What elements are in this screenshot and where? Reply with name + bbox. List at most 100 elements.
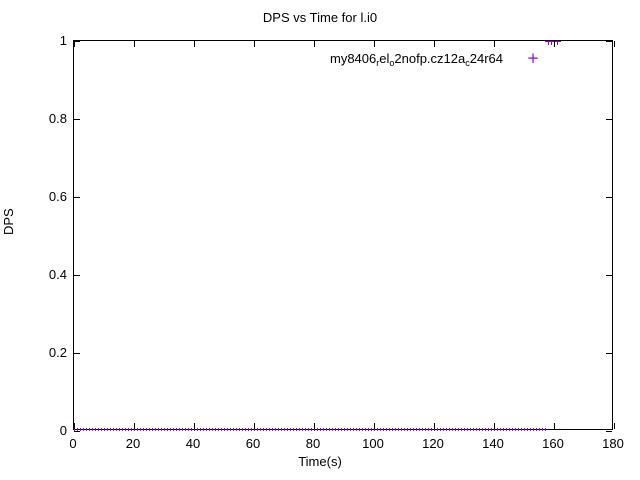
y-axis-tick: [74, 41, 80, 42]
data-point-marker: [481, 427, 489, 431]
legend-label-sub3: c: [465, 57, 470, 68]
data-point-marker: [124, 427, 132, 431]
data-point-marker: [322, 427, 330, 431]
data-point-marker: [142, 427, 150, 431]
data-point-marker: [265, 427, 273, 431]
x-axis-tick-label: 100: [362, 436, 384, 451]
y-axis-tick-right: [606, 275, 612, 276]
data-point-marker: [88, 427, 96, 431]
x-axis-tick-label: 180: [602, 436, 624, 451]
data-point-marker: [334, 427, 342, 431]
legend-label-part4: 24r64: [469, 50, 503, 66]
data-point-marker: [328, 427, 336, 431]
data-point-marker: [121, 427, 129, 431]
legend-label-sub1: r: [376, 57, 380, 68]
data-point-marker: [283, 427, 291, 431]
data-point-marker: [94, 427, 102, 431]
x-axis-tick: [494, 423, 495, 429]
data-point-marker: [208, 427, 216, 431]
chart-title: DPS vs Time for l.i0: [262, 10, 378, 25]
data-point-marker: [472, 427, 480, 431]
data-point-marker: [157, 427, 165, 431]
data-point-marker: [385, 427, 393, 431]
data-point-marker: [235, 427, 243, 431]
data-point-marker: [400, 427, 408, 431]
x-axis-tick: [434, 423, 435, 429]
data-point-marker: [220, 427, 228, 431]
data-point-marker: [289, 427, 297, 431]
data-point-marker: [355, 427, 363, 431]
data-point-marker: [484, 427, 492, 431]
data-point-marker: [361, 427, 369, 431]
data-point-marker: [394, 427, 402, 431]
data-point-marker: [148, 427, 156, 431]
x-axis-tick: [134, 423, 135, 429]
data-point-marker: [514, 427, 522, 431]
data-point-marker: [436, 427, 444, 431]
data-point-marker: [544, 41, 552, 45]
data-point-marker: [91, 427, 99, 431]
data-point-marker: [271, 427, 279, 431]
data-point-marker: [532, 427, 540, 431]
data-point-marker: [268, 427, 276, 431]
data-point-marker: [451, 427, 459, 431]
data-point-marker: [178, 427, 186, 431]
data-point-marker: [520, 427, 528, 431]
x-axis-tick-top: [434, 41, 435, 47]
data-point-marker: [244, 427, 252, 431]
legend-entry-label: my8406relo2nofp.cz12ac24r64: [330, 50, 503, 68]
legend-marker-plus-icon: +: [526, 48, 540, 67]
data-point-marker: [214, 427, 222, 431]
x-axis-tick-top: [554, 41, 555, 47]
data-point-marker: [184, 427, 192, 431]
data-point-marker: [538, 427, 546, 431]
x-axis-tick-label: 0: [69, 436, 77, 451]
data-point-marker: [529, 427, 537, 431]
data-point-marker: [304, 427, 312, 431]
data-point-marker: [145, 427, 153, 431]
data-point-marker: [475, 427, 483, 431]
data-point-marker: [196, 427, 204, 431]
data-point-marker: [151, 427, 159, 431]
y-axis-title: DPS: [1, 208, 16, 235]
data-point-marker: [202, 427, 210, 431]
data-point-marker: [526, 427, 534, 431]
data-point-marker: [223, 427, 231, 431]
y-axis-tick: [74, 353, 80, 354]
data-point-marker: [106, 427, 114, 431]
data-point-marker: [100, 427, 108, 431]
data-point-marker: [469, 427, 477, 431]
data-point-marker: [241, 427, 249, 431]
data-point-marker: [154, 427, 162, 431]
data-point-marker: [79, 427, 87, 431]
data-point-marker: [364, 427, 372, 431]
y-axis-tick-label: 0.8: [48, 111, 67, 126]
x-axis-tick-label: 120: [422, 436, 444, 451]
data-point-marker: [97, 427, 105, 431]
x-axis-tick: [314, 423, 315, 429]
data-point-marker: [535, 427, 543, 431]
data-point-marker: [256, 427, 264, 431]
data-point-marker: [415, 427, 423, 431]
x-axis-tick: [74, 423, 75, 429]
data-point-marker: [511, 427, 519, 431]
data-point-marker: [181, 427, 189, 431]
y-axis-tick-right: [606, 41, 612, 42]
x-axis-tick-label: 160: [542, 436, 564, 451]
x-axis-tick-top: [194, 41, 195, 47]
y-axis-tick-right: [606, 119, 612, 120]
x-axis-tick: [554, 423, 555, 429]
data-point-marker: [109, 427, 117, 431]
data-point-marker: [319, 427, 327, 431]
y-axis-tick-right: [606, 353, 612, 354]
plot-area: [73, 40, 615, 432]
y-axis-tick-label: 0: [59, 423, 67, 438]
data-point-marker: [139, 427, 147, 431]
y-axis-tick: [74, 275, 80, 276]
data-point-marker: [295, 427, 303, 431]
x-axis-tick-top: [134, 41, 135, 47]
data-point-marker: [160, 427, 168, 431]
x-axis-tick-label: 80: [305, 436, 321, 451]
data-point-marker: [541, 427, 549, 431]
data-point-marker: [445, 427, 453, 431]
